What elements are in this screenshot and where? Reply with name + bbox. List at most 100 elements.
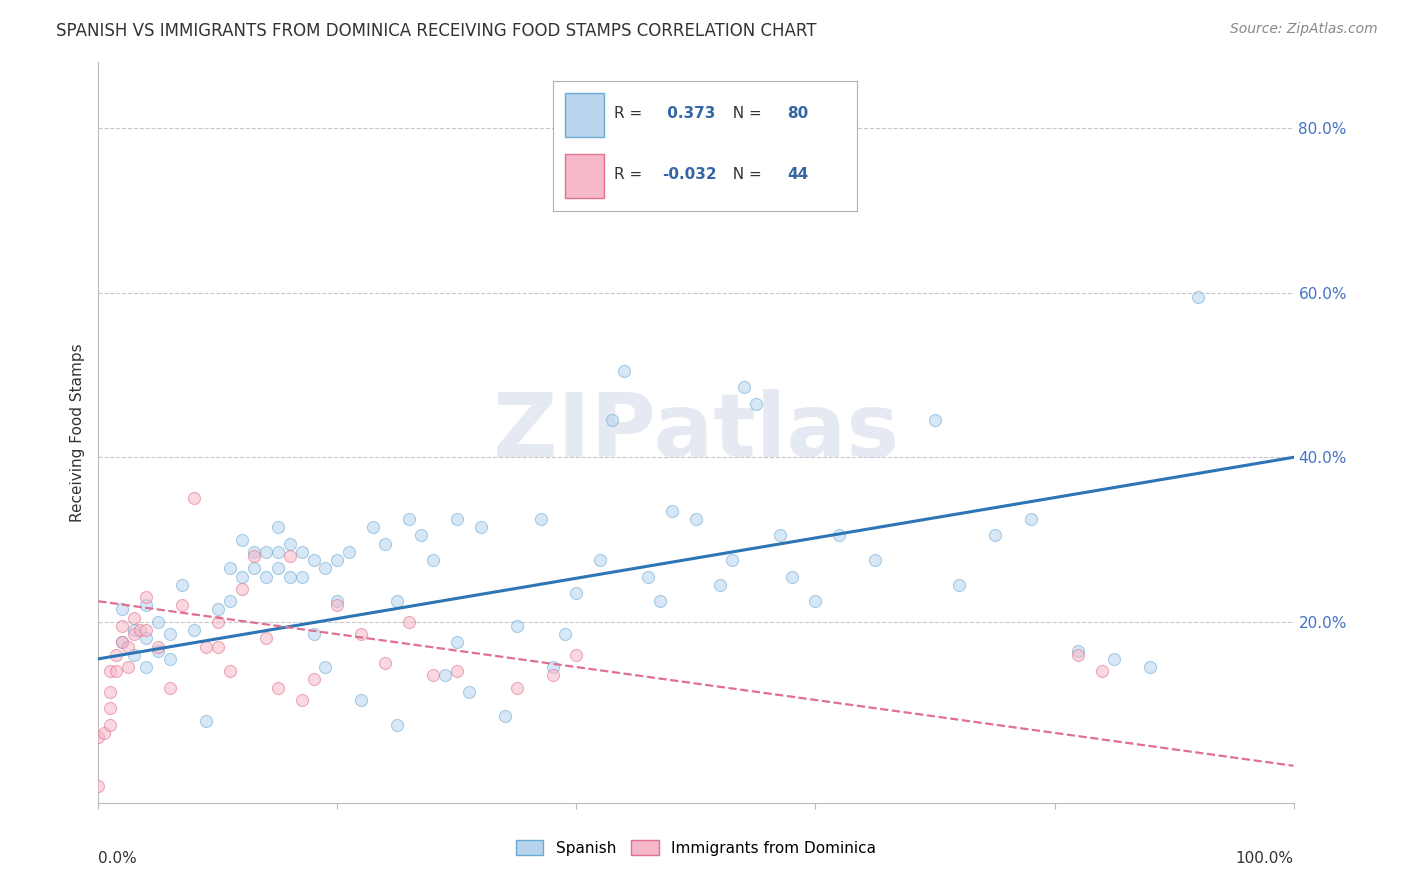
Point [129,623,152,637]
Point [302,627,325,641]
Point [148,615,170,629]
Point [124,623,146,637]
Point [948,578,970,592]
Point [219,561,242,575]
Point [326,599,349,613]
Point [93,726,115,740]
Point [267,561,290,575]
Text: 0.0%: 0.0% [98,851,138,866]
Point [135,590,157,604]
Point [315,660,337,674]
Point [661,504,683,518]
Point [278,569,301,583]
Text: SPANISH VS IMMIGRANTS FROM DOMINICA RECEIVING FOOD STAMPS CORRELATION CHART: SPANISH VS IMMIGRANTS FROM DOMINICA RECE… [56,22,817,40]
Point [135,660,157,674]
Point [422,668,444,682]
Point [530,512,553,526]
Point [434,668,457,682]
Point [302,553,325,567]
Point [135,599,157,613]
Point [506,619,529,633]
Point [207,640,229,654]
Point [243,545,266,559]
Point [828,528,851,542]
Point [685,512,707,526]
Point [446,664,468,678]
Point [315,561,337,575]
Y-axis label: Receiving Food Stamps: Receiving Food Stamps [69,343,84,522]
Point [243,549,266,563]
Point [159,681,181,695]
Text: ZIPatlas: ZIPatlas [494,389,898,476]
Point [135,623,157,637]
Point [98,664,122,678]
Point [254,569,277,583]
Point [254,545,277,559]
Point [385,717,409,731]
Point [207,615,229,629]
Point [278,536,301,550]
Point [219,664,242,678]
Point [326,553,349,567]
Point [339,545,361,559]
Point [541,668,564,682]
Point [1067,643,1090,657]
Point [117,660,139,674]
Point [172,599,194,613]
Point [422,553,444,567]
Point [1067,648,1090,662]
Point [148,643,170,657]
Point [183,623,205,637]
Point [159,652,181,666]
Point [148,640,170,654]
Point [302,673,325,687]
Text: 100.0%: 100.0% [1236,851,1294,866]
Point [231,569,253,583]
Point [105,664,128,678]
Point [374,656,396,670]
Point [458,685,481,699]
Point [494,709,516,723]
Point [87,780,110,794]
Point [541,660,564,674]
Point [98,717,122,731]
Point [745,397,768,411]
Point [446,635,468,649]
Point [924,413,946,427]
Point [278,549,301,563]
Point [374,536,396,550]
Point [135,632,157,646]
Point [183,491,205,506]
Point [1091,664,1114,678]
Point [1019,512,1042,526]
Point [637,569,659,583]
Point [87,730,110,744]
Point [780,569,803,583]
Point [172,578,194,592]
Point [733,380,755,394]
Point [98,701,122,715]
Legend: Spanish, Immigrants from Dominica: Spanish, Immigrants from Dominica [510,834,882,862]
Point [1139,660,1161,674]
Point [243,561,266,575]
Point [111,635,134,649]
Point [350,693,373,707]
Point [326,594,349,608]
Point [111,619,134,633]
Point [648,594,672,608]
Point [291,693,314,707]
Point [506,681,529,695]
Point [385,594,409,608]
Point [1104,652,1126,666]
Point [804,594,827,608]
Point [291,545,314,559]
Point [398,512,420,526]
Point [709,578,731,592]
Point [124,648,146,662]
Point [589,553,612,567]
Point [291,569,314,583]
Point [398,615,420,629]
Point [554,627,576,641]
Point [219,594,242,608]
Point [613,364,636,378]
